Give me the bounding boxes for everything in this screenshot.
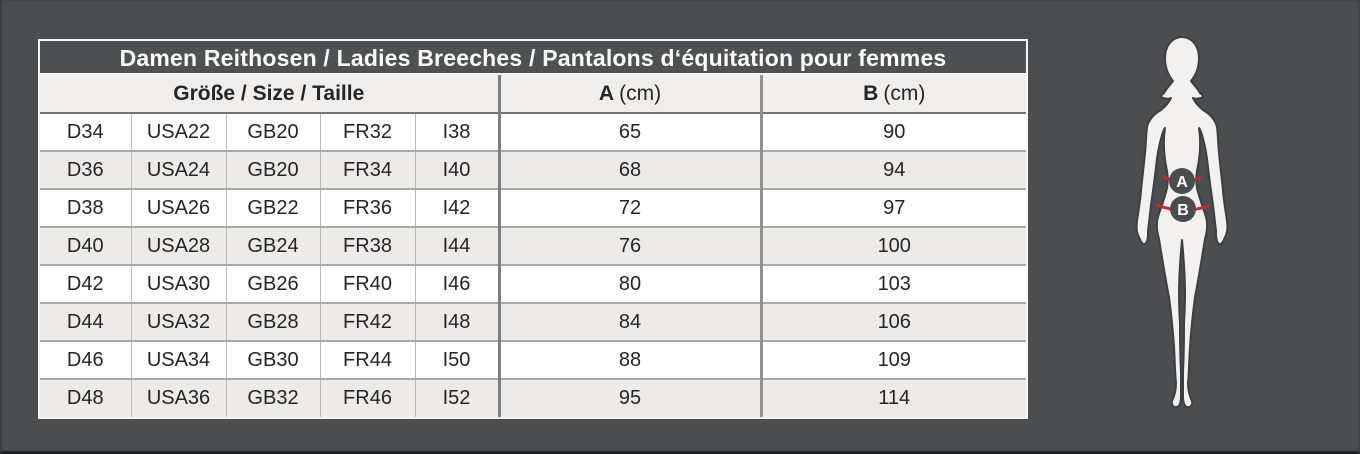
size-d-cell: D42	[40, 264, 131, 303]
measure-b-cell: 103	[759, 264, 1026, 303]
size-i-cell: I46	[414, 264, 499, 303]
measurement-figure: A B	[1129, 31, 1235, 421]
size-usa-cell: USA32	[130, 302, 226, 341]
size-table: Größe / Size / Taille A (cm) B (cm) D34 US…	[40, 75, 1026, 417]
measure-b-cell: 90	[759, 113, 1026, 151]
measure-b-cell: 97	[759, 188, 1026, 227]
size-fr-cell: FR44	[319, 340, 415, 379]
size-i-cell: I50	[414, 340, 499, 379]
size-fr-cell: FR40	[319, 264, 415, 303]
measure-b-cell: 94	[759, 150, 1026, 189]
column-b-unit: (cm)	[883, 81, 926, 105]
column-a-letter: A	[598, 81, 615, 105]
size-header-cell: Größe / Size / Taille	[40, 75, 499, 114]
size-i-cell: I44	[414, 226, 499, 265]
size-usa-cell: USA24	[130, 150, 226, 189]
size-fr-cell: FR32	[319, 113, 415, 151]
size-table-body: D34 USA22 GB20 FR32 I38 65 90 D36 USA24 …	[40, 113, 1026, 417]
badge-a-circle	[1169, 168, 1195, 194]
size-d-cell: D46	[40, 340, 131, 379]
size-gb-cell: GB20	[225, 113, 320, 151]
table-row: D34 USA22 GB20 FR32 I38 65 90	[40, 113, 1026, 151]
table-row: D40 USA28 GB24 FR38 I44 76 100	[40, 226, 1026, 265]
table-row: D48 USA36 GB32 FR46 I52 95 114	[40, 378, 1026, 417]
size-fr-cell: FR46	[319, 378, 415, 417]
column-b-letter: B	[863, 81, 879, 105]
size-usa-cell: USA30	[130, 264, 226, 303]
column-a-header: A (cm)	[497, 75, 761, 114]
table-row: D42 USA30 GB26 FR40 I46 80 103	[40, 264, 1026, 303]
size-i-cell: I48	[414, 302, 499, 341]
size-gb-cell: GB22	[225, 188, 320, 227]
size-d-cell: D48	[40, 378, 131, 417]
measure-a-cell: 76	[497, 226, 761, 265]
size-gb-cell: GB24	[225, 226, 320, 265]
size-table-header-row: Größe / Size / Taille A (cm) B (cm)	[40, 75, 1026, 114]
measure-a-cell: 68	[497, 150, 761, 189]
size-usa-cell: USA26	[130, 188, 226, 227]
size-usa-cell: USA36	[130, 378, 226, 417]
size-gb-cell: GB26	[225, 264, 320, 303]
badge-b-label: B	[1177, 202, 1189, 219]
measure-a-cell: 95	[497, 378, 761, 417]
size-i-cell: I52	[414, 378, 499, 417]
measure-b-cell: 114	[759, 378, 1026, 417]
woman-silhouette-illustration: A B	[1135, 36, 1229, 409]
table-row: D36 USA24 GB20 FR34 I40 68 94	[40, 150, 1026, 189]
size-gb-cell: GB30	[225, 340, 320, 379]
size-d-cell: D44	[40, 302, 131, 341]
measure-b-cell: 109	[759, 340, 1026, 379]
size-i-cell: I38	[414, 113, 499, 151]
size-i-cell: I40	[414, 150, 499, 189]
size-i-cell: I42	[414, 188, 499, 227]
size-usa-cell: USA34	[130, 340, 226, 379]
badge-a-label: A	[1176, 174, 1188, 191]
measure-a-cell: 72	[497, 188, 761, 227]
size-fr-cell: FR42	[319, 302, 415, 341]
measure-a-cell: 88	[497, 340, 761, 379]
size-usa-cell: USA28	[130, 226, 226, 265]
column-b-header: B (cm)	[759, 75, 1026, 114]
size-gb-cell: GB32	[225, 378, 320, 417]
size-fr-cell: FR38	[319, 226, 415, 265]
size-fr-cell: FR34	[319, 150, 415, 189]
size-gb-cell: GB20	[225, 150, 320, 189]
size-fr-cell: FR36	[319, 188, 415, 227]
size-gb-cell: GB28	[225, 302, 320, 341]
table-row: D44 USA32 GB28 FR42 I48 84 106	[40, 302, 1026, 341]
measure-b-cell: 106	[759, 302, 1026, 341]
size-chart: Damen Reithosen / Ladies Breeches / Pant…	[38, 39, 1028, 419]
measure-a-cell: 65	[497, 113, 761, 151]
size-d-cell: D38	[40, 188, 131, 227]
table-row: D38 USA26 GB22 FR36 I42 72 97	[40, 188, 1026, 227]
size-d-cell: D36	[40, 150, 131, 189]
size-chart-title: Damen Reithosen / Ladies Breeches / Pant…	[40, 41, 1026, 75]
measure-b-cell: 100	[759, 226, 1026, 265]
column-a-unit: (cm)	[619, 81, 662, 105]
woman-silhouette	[1135, 36, 1229, 409]
size-usa-cell: USA22	[130, 113, 226, 151]
size-d-cell: D34	[40, 113, 131, 151]
size-d-cell: D40	[40, 226, 131, 265]
badge-b-circle	[1170, 196, 1196, 222]
measure-a-cell: 80	[497, 264, 761, 303]
table-row: D46 USA34 GB30 FR44 I50 88 109	[40, 340, 1026, 379]
measure-a-cell: 84	[497, 302, 761, 341]
